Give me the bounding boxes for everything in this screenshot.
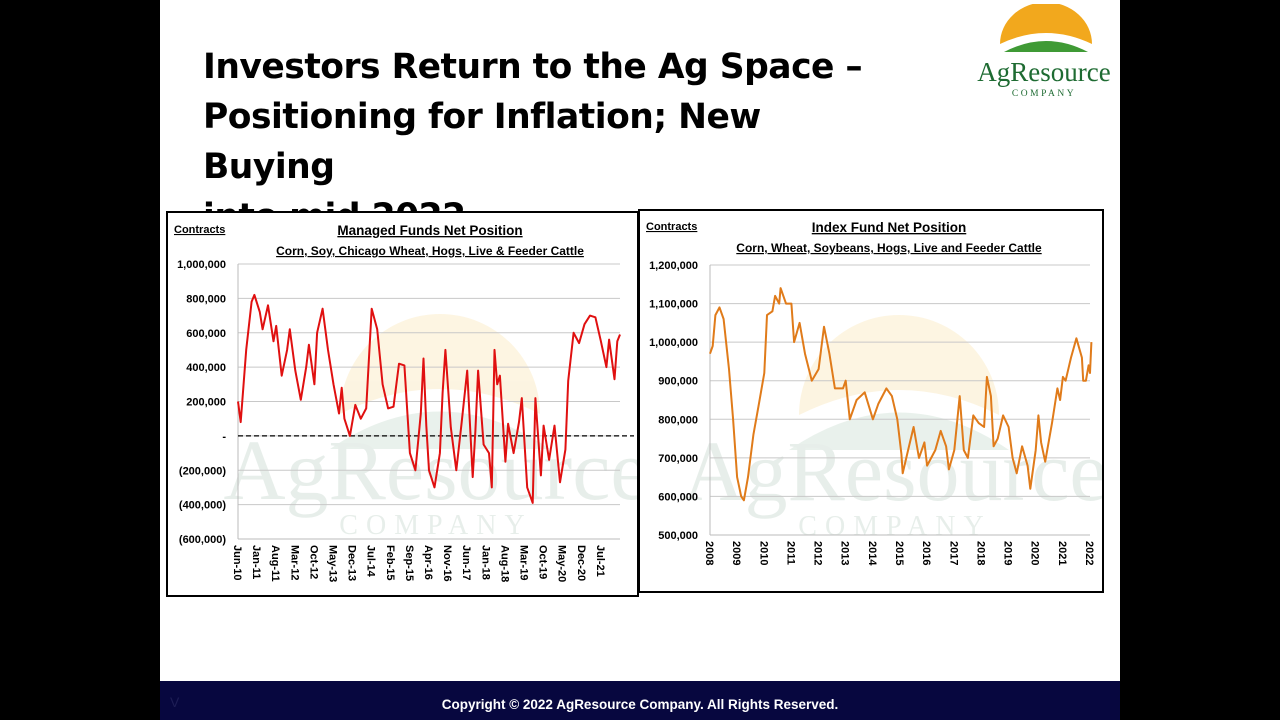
agresource-logo: AgResource COMPANY <box>977 4 1111 99</box>
title-line: Investors Return to the Ag Space – <box>203 47 863 87</box>
x-tick-label: 2019 <box>1002 541 1014 565</box>
copyright-text: Copyright © 2022 AgResource Company. All… <box>441 697 839 712</box>
y-tick-label: - <box>222 431 226 443</box>
watermark-sun <box>340 314 540 414</box>
x-tick-label: Jan-18 <box>479 545 491 580</box>
y-axis-label: Contracts <box>646 221 697 233</box>
y-tick-label: 1,200,000 <box>649 260 698 272</box>
x-tick-label: May-20 <box>556 545 568 582</box>
x-tick-label: Jun-10 <box>231 545 243 580</box>
x-tick-label: 2020 <box>1029 541 1041 565</box>
x-tick-label: Oct-19 <box>537 545 549 579</box>
title-line: Positioning for Inflation; New Buying <box>203 97 761 187</box>
x-tick-label: Sep-15 <box>403 545 415 581</box>
x-tick-label: May-13 <box>327 545 339 582</box>
x-tick-label: 2015 <box>893 541 905 565</box>
x-tick-label: 2008 <box>703 541 715 565</box>
y-tick-label: 800,000 <box>186 293 226 305</box>
svg-text:AgResource: AgResource <box>977 57 1110 87</box>
y-tick-label: 400,000 <box>186 362 226 374</box>
series-line <box>709 287 1093 502</box>
watermark-sub: COMPANY <box>798 511 991 542</box>
x-tick-label: Jun-17 <box>460 545 472 580</box>
y-tick-label: 200,000 <box>186 397 226 409</box>
y-tick-label: 1,000,000 <box>649 337 698 349</box>
y-tick-label: 600,000 <box>186 328 226 340</box>
x-tick-label: Feb-15 <box>384 545 396 580</box>
chart-subtitle: Corn, Soy, Chicago Wheat, Hogs, Live & F… <box>276 244 584 258</box>
x-tick-label: Nov-16 <box>441 545 453 582</box>
chart-subtitle: Corn, Wheat, Soybeans, Hogs, Live and Fe… <box>736 241 1042 255</box>
y-tick-label: (200,000) <box>179 465 226 477</box>
chart-title: Managed Funds Net Position <box>337 223 522 238</box>
y-tick-label: 700,000 <box>658 453 698 465</box>
x-tick-label: Mar-19 <box>518 545 530 580</box>
footer-bar: V Copyright © 2022 AgResource Company. A… <box>160 681 1120 720</box>
y-tick-label: (600,000) <box>179 534 226 546</box>
x-tick-label: 2013 <box>839 541 851 565</box>
watermark-text: AgResource <box>682 423 1102 519</box>
y-tick-label: 800,000 <box>658 414 698 426</box>
y-tick-label: (400,000) <box>179 500 226 512</box>
x-tick-label: 2022 <box>1083 541 1095 565</box>
y-tick-label: 1,100,000 <box>649 299 698 311</box>
x-tick-label: 2011 <box>784 541 796 565</box>
y-tick-label: 600,000 <box>658 491 698 503</box>
x-tick-label: Apr-16 <box>422 545 434 580</box>
x-tick-label: Jul-14 <box>365 545 377 578</box>
svg-text:COMPANY: COMPANY <box>1012 89 1076 99</box>
x-tick-label: 2009 <box>730 541 742 565</box>
x-tick-label: 2021 <box>1056 541 1068 565</box>
y-tick-label: 900,000 <box>658 376 698 388</box>
x-tick-label: Jul-21 <box>594 545 606 577</box>
series-line <box>237 293 621 504</box>
y-tick-label: 500,000 <box>658 530 698 542</box>
x-tick-label: 2014 <box>866 541 878 566</box>
x-tick-label: Aug-11 <box>269 545 281 582</box>
index-fund-chart: AgResource COMPANY Contracts Index Fund Net… <box>638 209 1104 593</box>
y-axis-label: Contracts <box>174 224 225 236</box>
watermark-sun <box>799 315 999 415</box>
x-tick-label: Dec-13 <box>346 545 358 581</box>
chart-title: Index Fund Net Position <box>812 220 967 235</box>
x-tick-label: 2017 <box>947 541 959 565</box>
x-tick-label: Oct-12 <box>307 545 319 579</box>
x-tick-label: 2016 <box>920 541 932 565</box>
managed-funds-chart: AgResource COMPANY Contracts Managed Funds … <box>166 211 639 597</box>
x-tick-label: Mar-12 <box>288 545 300 580</box>
x-tick-label: 2018 <box>974 541 986 565</box>
x-tick-label: 2012 <box>812 541 824 565</box>
x-tick-label: 2010 <box>757 541 769 565</box>
x-tick-label: Aug-18 <box>498 545 510 582</box>
y-tick-label: 1,000,000 <box>177 259 226 271</box>
x-tick-label: Dec-20 <box>575 545 587 581</box>
x-tick-label: Jan-11 <box>250 545 262 579</box>
footer-marker: V <box>170 694 180 710</box>
watermark-sub: COMPANY <box>339 510 532 541</box>
